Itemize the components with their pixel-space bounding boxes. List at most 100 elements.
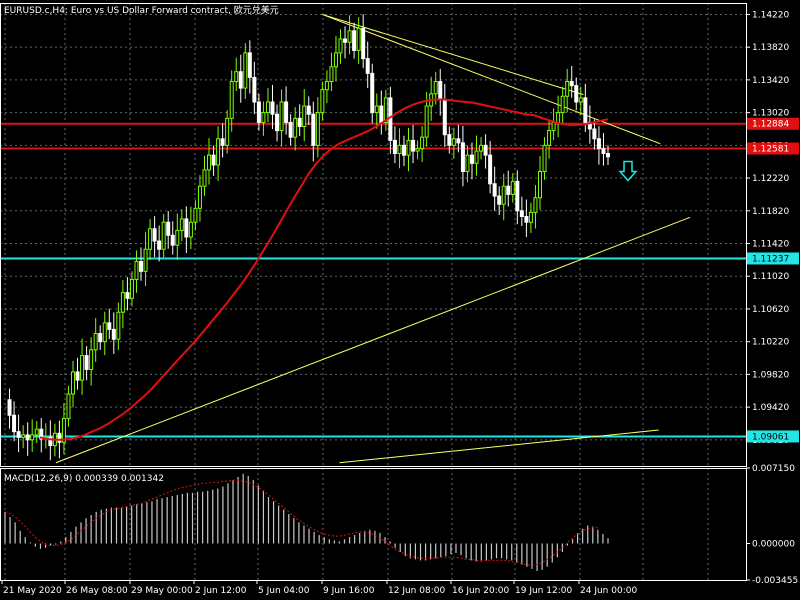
candle-down (460, 142, 465, 173)
candle-down (574, 85, 579, 103)
candle-up (406, 139, 411, 156)
candle-up (261, 112, 266, 123)
time-tick-label: 19 Jun 12:00 (515, 586, 572, 596)
candle-down (488, 154, 493, 185)
candle-down (297, 117, 302, 128)
candle-up (216, 138, 221, 166)
candle-down (25, 434, 30, 441)
candle-up (420, 136, 425, 150)
candle-down (284, 101, 289, 123)
time-tick-label: 24 Jun 00:00 (580, 586, 637, 596)
candle-up (397, 144, 402, 155)
chart-frame (0, 3, 747, 581)
candle-up (510, 180, 515, 195)
level-price-tag[interactable] (747, 117, 799, 130)
candle-up (578, 97, 583, 103)
candle-down (456, 138, 461, 144)
candle-down (392, 139, 397, 155)
chart-title: EURUSD.c,H4: Euro vs US Dollar Forward c… (4, 4, 279, 16)
down-arrow-icon[interactable] (618, 160, 638, 182)
price-tick-label: 1.13020 (752, 109, 789, 119)
candle-up (542, 144, 547, 173)
candle-up (374, 105, 379, 114)
candle-down (247, 52, 252, 78)
candle-down (596, 138, 601, 150)
price-tick-label: 1.10620 (752, 305, 789, 315)
candle-up (21, 434, 26, 438)
candle-up (279, 101, 284, 132)
candle-up (234, 71, 239, 83)
level-price-tag[interactable] (747, 142, 799, 155)
candle-down (170, 234, 175, 246)
candle-down (238, 71, 243, 89)
candle-up (424, 105, 429, 138)
time-tick-label: 12 Jun 08:00 (388, 586, 445, 596)
candlesticks (7, 14, 610, 461)
candle-down (211, 154, 216, 166)
candle-up (207, 154, 212, 171)
time-tick-label: 16 Jun 20:00 (452, 586, 509, 596)
candle-down (442, 99, 447, 136)
candle-up (243, 52, 248, 89)
candle-up (102, 322, 107, 343)
macd-panel-border (0, 468, 747, 581)
candle-up (148, 228, 153, 250)
candle-down (111, 328, 116, 340)
time-axis[interactable]: 21 May 2020 26 May 08:00 29 May 00:00 2 Jun… (1, 580, 637, 596)
candle-up (225, 117, 230, 146)
candle-down (220, 138, 225, 146)
candle-down (483, 144, 488, 156)
macd-label: MACD(12,26,9) 0.000339 0.001342 (4, 474, 164, 484)
price-tick-label: 1.09420 (752, 403, 789, 413)
candle-up (565, 81, 570, 97)
candle-up (533, 197, 538, 213)
candle-down (524, 216, 529, 223)
candle-up (479, 144, 484, 152)
candle-up (415, 148, 420, 152)
candle-down (166, 221, 171, 236)
candle-down (157, 240, 162, 250)
trendlines[interactable] (55, 13, 691, 464)
price-tick-label: 1.11820 (752, 207, 789, 217)
chart-grid (0, 3, 746, 580)
lower-trendline-flat[interactable] (339, 429, 659, 464)
candle-down (379, 105, 384, 123)
time-tick-label: 21 May 2020 (3, 586, 62, 596)
candle-up (451, 138, 456, 146)
macd-tick-label: 0.000000 (752, 540, 795, 550)
time-tick-label: 26 May 08:00 (66, 586, 128, 596)
upper-trendline-short[interactable] (322, 13, 584, 96)
lower-trendline-main[interactable] (55, 216, 691, 464)
sell-arrow-icon[interactable] (618, 160, 638, 182)
candle-down (343, 38, 348, 43)
candle-up (188, 221, 193, 238)
candle-down (57, 432, 62, 443)
candle-down (139, 260, 144, 272)
candle-up (143, 248, 148, 272)
candle-up (560, 95, 565, 114)
level-price-tag[interactable] (747, 252, 799, 265)
price-axis[interactable]: 1.142201.138201.134201.130201.126201.122… (746, 10, 799, 586)
level-price-tag[interactable] (747, 430, 799, 443)
price-tick-label: 1.09820 (752, 370, 789, 380)
candle-down (447, 134, 452, 146)
candle-up (528, 211, 533, 223)
price-tick-label: 1.13820 (752, 43, 789, 53)
price-tick-label: 1.12220 (752, 174, 789, 184)
upper-trendline-steep[interactable] (322, 13, 661, 145)
macd-tick-label: 0.007150 (752, 464, 795, 474)
macd-panel (4, 473, 609, 571)
candle-down (497, 195, 502, 205)
candle-down (48, 436, 53, 447)
candle-up (134, 260, 139, 280)
candle-down (370, 72, 375, 114)
price-tick-label: 1.10220 (752, 338, 789, 348)
time-tick-label: 29 May 00:00 (131, 586, 193, 596)
candle-down (583, 97, 588, 123)
candle-up (80, 355, 85, 381)
candle-down (84, 355, 89, 370)
candle-up (537, 171, 542, 199)
candle-up (338, 38, 343, 54)
candle-down (306, 105, 311, 115)
